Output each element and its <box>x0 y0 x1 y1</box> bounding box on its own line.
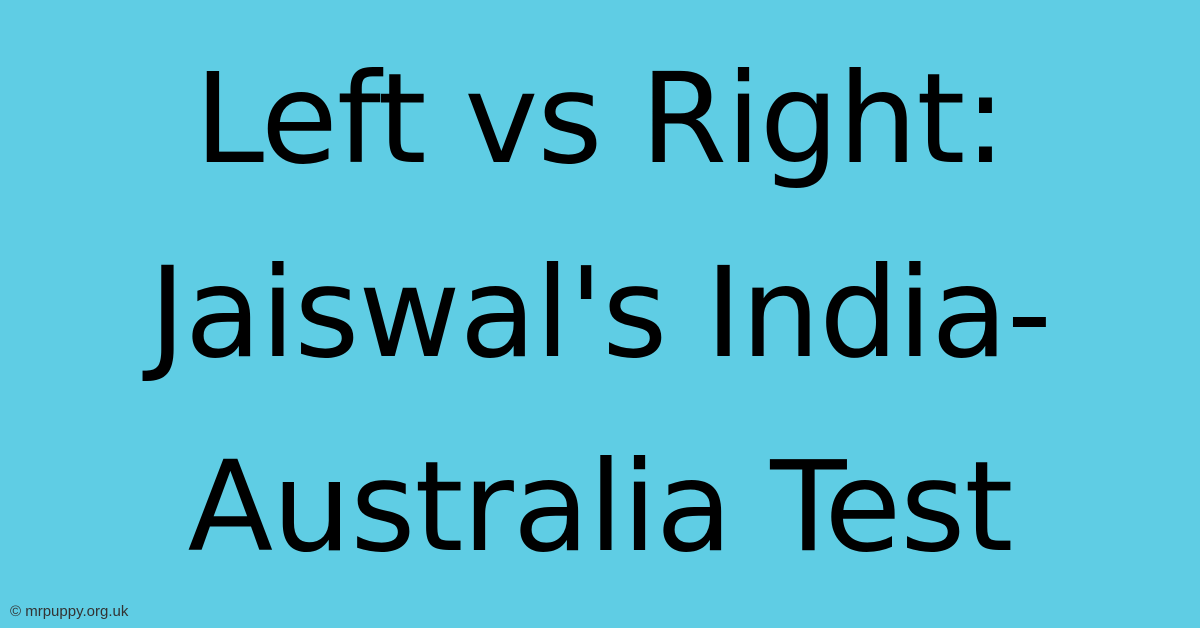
attribution-text: © mrpuppy.org.uk <box>10 603 128 620</box>
headline-text: Left vs Right: Jaiswal's India-Australia… <box>0 0 1200 628</box>
